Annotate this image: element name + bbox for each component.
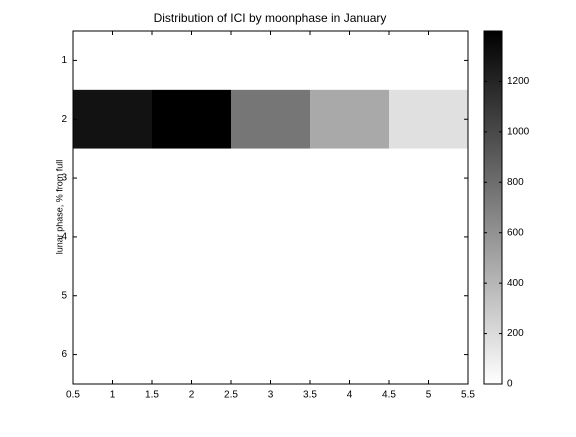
heatmap-cell	[231, 89, 310, 149]
colorbar	[483, 30, 503, 385]
heatmap-cell	[152, 266, 231, 326]
colorbar-tick-label: 600	[507, 227, 524, 238]
y-tick-label: 4	[61, 232, 67, 243]
heatmap-cell	[310, 207, 389, 267]
heatmap-cell	[310, 89, 389, 149]
colorbar-tick-label: 200	[507, 328, 524, 339]
colorbar-tick-label: 400	[507, 278, 524, 289]
heatmap-cell	[152, 148, 231, 208]
heatmap-cell	[389, 325, 468, 384]
y-tick-label: 1	[61, 55, 67, 66]
x-tick-label: 5.5	[461, 390, 475, 401]
heatmap-cell	[231, 325, 310, 384]
heatmap-cell	[231, 31, 310, 90]
heatmap-cell	[310, 266, 389, 326]
y-tick-label: 3	[61, 173, 67, 184]
x-tick-label: 3	[268, 390, 274, 401]
x-tick-label: 0.5	[66, 390, 80, 401]
heatmap-cell	[152, 325, 231, 384]
x-tick-label: 1.5	[145, 390, 159, 401]
heatmap-cell	[73, 325, 152, 384]
x-tick-label: 1	[110, 390, 116, 401]
heatmap-cell	[73, 148, 152, 208]
heatmap-cell	[73, 89, 152, 149]
heatmap-cell	[389, 31, 468, 90]
colorbar-tick-label: 0	[507, 379, 513, 390]
heatmap-cell	[231, 266, 310, 326]
heatmap-cell	[310, 31, 389, 90]
heatmap-cell	[152, 207, 231, 267]
x-tick-label: 2.5	[224, 390, 238, 401]
colorbar-tick-label: 800	[507, 177, 524, 188]
heatmap-cell	[231, 207, 310, 267]
y-tick-label: 2	[61, 114, 67, 125]
chart-title: Distribution of ICI by moonphase in Janu…	[154, 11, 387, 25]
colorbar-tick-label: 1200	[507, 76, 530, 87]
heatmap-cell	[152, 89, 231, 149]
heatmap-cell	[152, 31, 231, 90]
y-axis-label: lunar phase, % from full	[54, 160, 64, 255]
x-tick-label: 4	[347, 390, 353, 401]
heatmap-cell	[231, 148, 310, 208]
x-tick-label: 2	[189, 390, 195, 401]
heatmap-cell	[310, 148, 389, 208]
x-tick-label: 5	[426, 390, 432, 401]
heatmap-cell	[310, 325, 389, 384]
heatmap-cell	[73, 266, 152, 326]
colorbar-tick-label: 1000	[507, 126, 530, 137]
x-tick-label: 3.5	[303, 390, 317, 401]
x-tick-label: 4.5	[382, 390, 396, 401]
heatmap-cell	[73, 31, 152, 90]
heatmap-cell	[389, 148, 468, 208]
heatmap-cell	[73, 207, 152, 267]
heatmap-cell	[389, 266, 468, 326]
y-tick-label: 6	[61, 349, 67, 360]
heatmap-cell	[389, 89, 468, 149]
y-tick-label: 5	[61, 290, 67, 301]
heatmap-cell	[389, 207, 468, 267]
